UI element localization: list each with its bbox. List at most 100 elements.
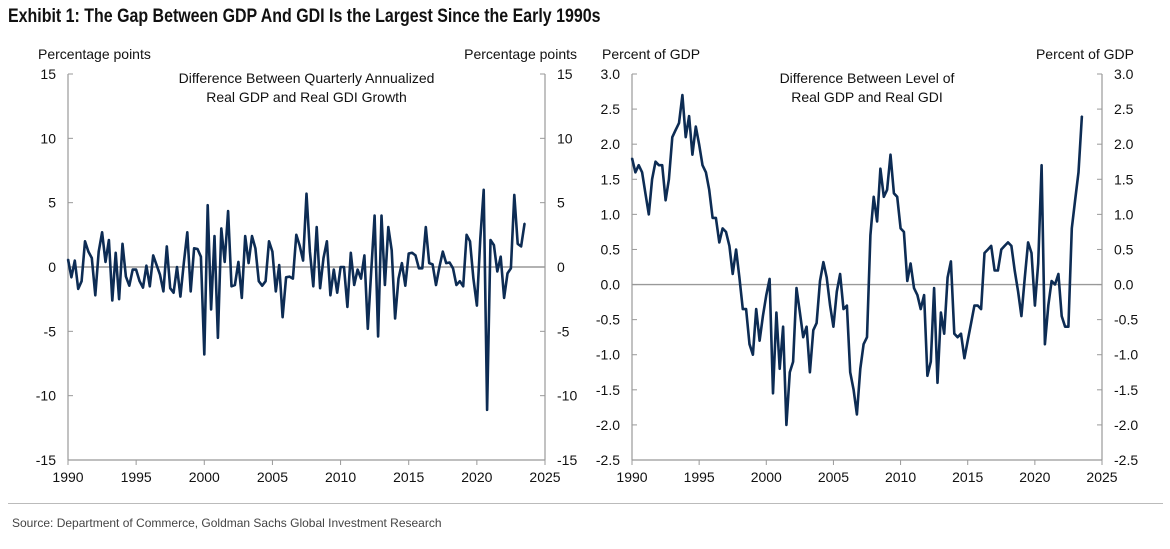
- chart-2data-point: [980, 308, 982, 310]
- chart-1data-point: [70, 276, 73, 279]
- chart-1data-point: [261, 284, 264, 287]
- chart-2data-point: [762, 315, 764, 317]
- chart-1data-point: [285, 276, 287, 279]
- chart-1ylabel-right: Percentage points: [464, 46, 577, 62]
- chart-2data-point: [668, 178, 670, 181]
- chart-2data-point: [1017, 290, 1019, 293]
- chart-1data-point: [469, 240, 471, 243]
- chart-2ytick-label-left: 0.5: [601, 241, 621, 257]
- chart-2data-point: [946, 276, 949, 279]
- chart-1data-point: [131, 268, 134, 271]
- chart-2data-point: [822, 261, 825, 263]
- chart-1data-point: [397, 277, 400, 280]
- chart-1data-point: [217, 336, 219, 339]
- chart-2ytick-label-right: -1.5: [1114, 382, 1138, 398]
- chart-1xtick-label: 2015: [393, 469, 424, 485]
- chart-2data-point: [799, 311, 801, 314]
- chart-2data-point: [768, 278, 771, 280]
- chart-1data-point: [421, 267, 424, 270]
- chart-2xtick-label: 2010: [885, 469, 916, 485]
- chart-1data-point: [513, 194, 516, 196]
- chart-2data-point: [721, 227, 724, 230]
- chart-1data-point: [172, 291, 175, 294]
- chart-2data-point: [1081, 115, 1083, 117]
- chart-2data-point: [1054, 283, 1056, 286]
- chart-1data-point: [179, 295, 182, 298]
- chart-2data-point: [889, 153, 892, 156]
- chart-2data-point: [1064, 325, 1066, 328]
- chart-1data-point: [74, 259, 76, 262]
- chart-1data-point: [482, 189, 485, 191]
- chart-2data-point: [651, 178, 653, 181]
- exhibit-title: Exhibit 1: The Gap Between GDP And GDI I…: [8, 6, 601, 27]
- chart-1data-point: [162, 290, 165, 293]
- chart-2data-point: [956, 336, 959, 338]
- chart-2data-point: [876, 220, 878, 223]
- chart-2data-point: [1050, 280, 1053, 282]
- chart-2data-point: [983, 252, 986, 254]
- chart-2data-point: [1040, 164, 1043, 167]
- chart-2data-point: [893, 192, 895, 195]
- chart-1data-point: [159, 273, 161, 276]
- chart-1data-point: [516, 243, 519, 245]
- chart-1data-point: [155, 264, 158, 266]
- chart-2data-point: [829, 304, 831, 307]
- chart-1data-point: [111, 299, 114, 302]
- chart-2data-point: [728, 245, 731, 247]
- chart-1ytick-label-left: -15: [36, 452, 56, 468]
- chart-2data-point: [1034, 304, 1036, 307]
- chart-1data-point: [452, 267, 454, 270]
- chart-2data-point: [671, 136, 674, 138]
- chart-2data-point: [658, 164, 660, 167]
- chart-2data-point: [809, 371, 811, 374]
- chart-2data-point: [906, 280, 909, 282]
- chart-2data-point: [715, 217, 717, 219]
- chart-1data-point: [193, 247, 195, 250]
- chart-2data-point: [1013, 269, 1016, 272]
- chart-1data-point: [196, 248, 199, 250]
- chart-2data-point: [997, 269, 999, 272]
- chart-1data-point: [169, 287, 172, 290]
- chart-2data-point: [1010, 245, 1013, 247]
- chart-2ytick-label-right: -2.5: [1114, 452, 1138, 468]
- chart-1data-point: [394, 317, 396, 320]
- chart-2data-point: [1057, 273, 1060, 275]
- chart-2data-point: [903, 231, 905, 233]
- chart-2data-point: [1030, 252, 1033, 254]
- chart-1data-point: [288, 275, 291, 278]
- chart-1data-point: [428, 262, 430, 264]
- chart-1data-point: [234, 284, 236, 286]
- chart-2ytick-label-right: 0.0: [1114, 277, 1134, 293]
- chart-1data-point: [292, 277, 294, 280]
- chart-1ytick-label-right: 5: [557, 195, 565, 211]
- chart-1xtick-label: 2010: [325, 469, 356, 485]
- chart-1data-point: [431, 263, 434, 266]
- chart-2xtick-label: 2005: [818, 469, 849, 485]
- chart-1data-point: [390, 249, 393, 252]
- chart-1data-point: [114, 252, 117, 254]
- chart-2data-point: [792, 360, 794, 363]
- chart-2ytick-label-right: -1.0: [1114, 347, 1138, 363]
- chart-2data-point: [745, 308, 747, 310]
- chart-1xtick-label: 1995: [121, 469, 152, 485]
- chart-1data-point: [254, 247, 257, 250]
- chart-1data-point: [472, 277, 475, 280]
- chart-1data-point: [251, 235, 253, 237]
- chart-2ytick-label-right: 1.5: [1114, 171, 1134, 187]
- chart-1data-point: [125, 275, 127, 278]
- chart-1data-point: [128, 284, 131, 287]
- chart-2xtick-label: 2000: [751, 469, 782, 485]
- chart-2data-point: [879, 167, 882, 170]
- chart-1data-point: [309, 250, 311, 253]
- chart-1data-point: [315, 226, 318, 228]
- chart-2ytick-label-left: -2.5: [596, 452, 620, 468]
- chart-1data-point: [489, 239, 492, 241]
- chart-2data-point: [1000, 248, 1003, 251]
- chart-1data-point: [322, 257, 325, 259]
- chart-1data-point: [101, 231, 103, 234]
- chart-1data-point: [142, 286, 144, 289]
- chart-1data-point: [476, 304, 478, 307]
- chart-1data-point: [91, 257, 93, 259]
- chart-2data-point: [940, 311, 942, 314]
- chart-1data-point: [80, 280, 83, 282]
